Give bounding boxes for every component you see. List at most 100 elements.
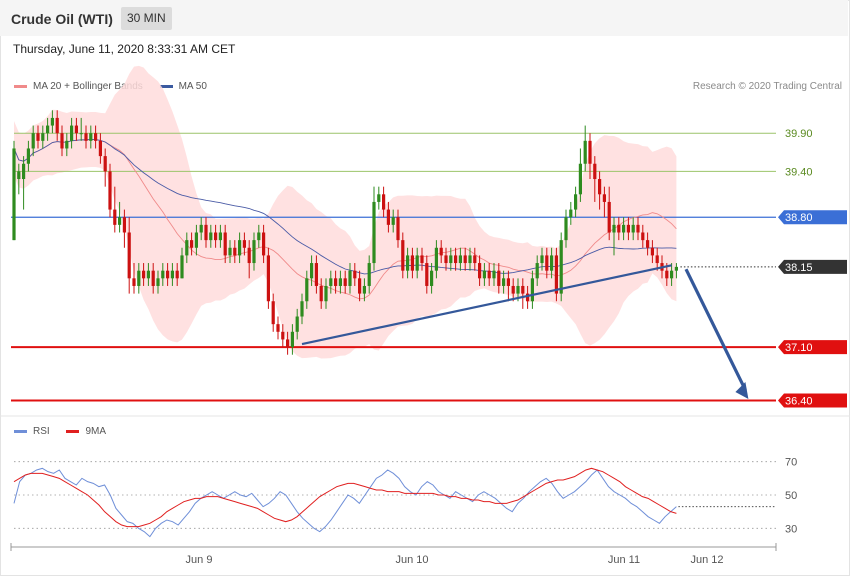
candle — [190, 232, 194, 256]
candle — [559, 232, 563, 302]
candle-body — [526, 293, 530, 302]
trend-layer — [301, 264, 749, 400]
candle-body — [362, 285, 366, 294]
candle-body — [137, 270, 141, 286]
level-tag-38.15 — [778, 259, 847, 274]
candle — [271, 293, 275, 332]
candle — [334, 270, 338, 294]
candle — [199, 217, 203, 241]
candle-body — [262, 232, 266, 256]
candle-body — [199, 224, 203, 233]
candle — [214, 224, 218, 248]
candle-body — [655, 255, 659, 264]
candle-body — [583, 140, 587, 164]
candle-body — [209, 232, 213, 241]
candle — [588, 133, 592, 180]
candle-body — [305, 278, 309, 302]
candle — [108, 163, 112, 218]
candle — [161, 263, 165, 286]
candle — [36, 125, 40, 149]
candle-body — [612, 224, 616, 233]
candle-body — [98, 140, 102, 157]
candle — [142, 263, 146, 286]
candle — [204, 217, 208, 248]
candle-body — [151, 270, 155, 286]
candle-body — [665, 270, 669, 279]
candle-body — [641, 232, 645, 241]
candle — [362, 278, 366, 302]
rsi-swatch — [14, 429, 27, 433]
candle-body — [290, 331, 294, 348]
x-tick-label: Jun 9 — [186, 554, 213, 566]
candle-body — [94, 133, 98, 141]
candle-body — [343, 278, 347, 286]
candle-body — [103, 156, 107, 172]
candle — [281, 324, 285, 348]
candle — [314, 255, 318, 294]
candle — [209, 224, 213, 248]
candle-body — [242, 240, 246, 248]
candle-body — [482, 270, 486, 279]
candle-body — [626, 224, 630, 233]
candle — [372, 186, 376, 271]
candle — [329, 270, 333, 294]
candle — [26, 140, 30, 172]
candle — [305, 270, 309, 309]
candle-body — [329, 278, 333, 286]
candle-body — [113, 209, 117, 225]
candle — [430, 263, 434, 294]
candle — [94, 125, 98, 149]
candle — [31, 125, 35, 157]
candle — [674, 263, 678, 279]
candle-body — [468, 255, 472, 264]
candle-body — [430, 270, 434, 286]
candle — [382, 186, 386, 218]
candle — [631, 217, 635, 241]
candle — [626, 217, 630, 241]
candle — [540, 247, 544, 271]
candle — [593, 156, 597, 202]
candle — [276, 316, 280, 340]
projection-arrow-shaft — [684, 268, 747, 391]
candle-body — [420, 255, 424, 264]
candle-body — [228, 247, 232, 256]
ma20-swatch — [14, 84, 27, 88]
candle — [401, 232, 405, 279]
candle-body — [300, 301, 304, 317]
candle — [156, 270, 160, 294]
timeframe-button[interactable]: 30 MIN — [121, 7, 172, 30]
candle — [74, 117, 78, 141]
candle-body — [367, 263, 371, 286]
candle-body — [118, 217, 122, 225]
candle-body — [602, 194, 606, 202]
x-tick-label: Jun 10 — [395, 554, 428, 566]
candle — [98, 133, 102, 164]
candle — [655, 247, 659, 271]
candle — [170, 263, 174, 286]
candle — [257, 224, 261, 248]
rsi-tick-70: 70 — [785, 457, 797, 469]
candle-body — [50, 117, 54, 126]
candle — [444, 247, 448, 271]
candle — [295, 308, 299, 340]
level-label-38.80: 38.80 — [785, 212, 813, 224]
rsi-line — [13, 467, 677, 538]
ma50-swatch — [159, 84, 173, 88]
candle-body — [559, 240, 563, 294]
candle — [310, 255, 314, 286]
candle-body — [382, 194, 386, 210]
candle-body — [458, 255, 462, 264]
candle — [617, 217, 621, 241]
candle-body — [607, 201, 611, 233]
candle — [319, 278, 323, 309]
candle — [343, 270, 347, 294]
candle — [636, 217, 640, 241]
candle-body — [214, 232, 218, 241]
candle-body — [372, 201, 376, 264]
candle-body — [410, 255, 414, 271]
candle — [502, 270, 506, 294]
candle — [386, 201, 390, 233]
candle — [473, 247, 477, 271]
candle-body — [511, 285, 515, 294]
candle — [463, 247, 467, 271]
